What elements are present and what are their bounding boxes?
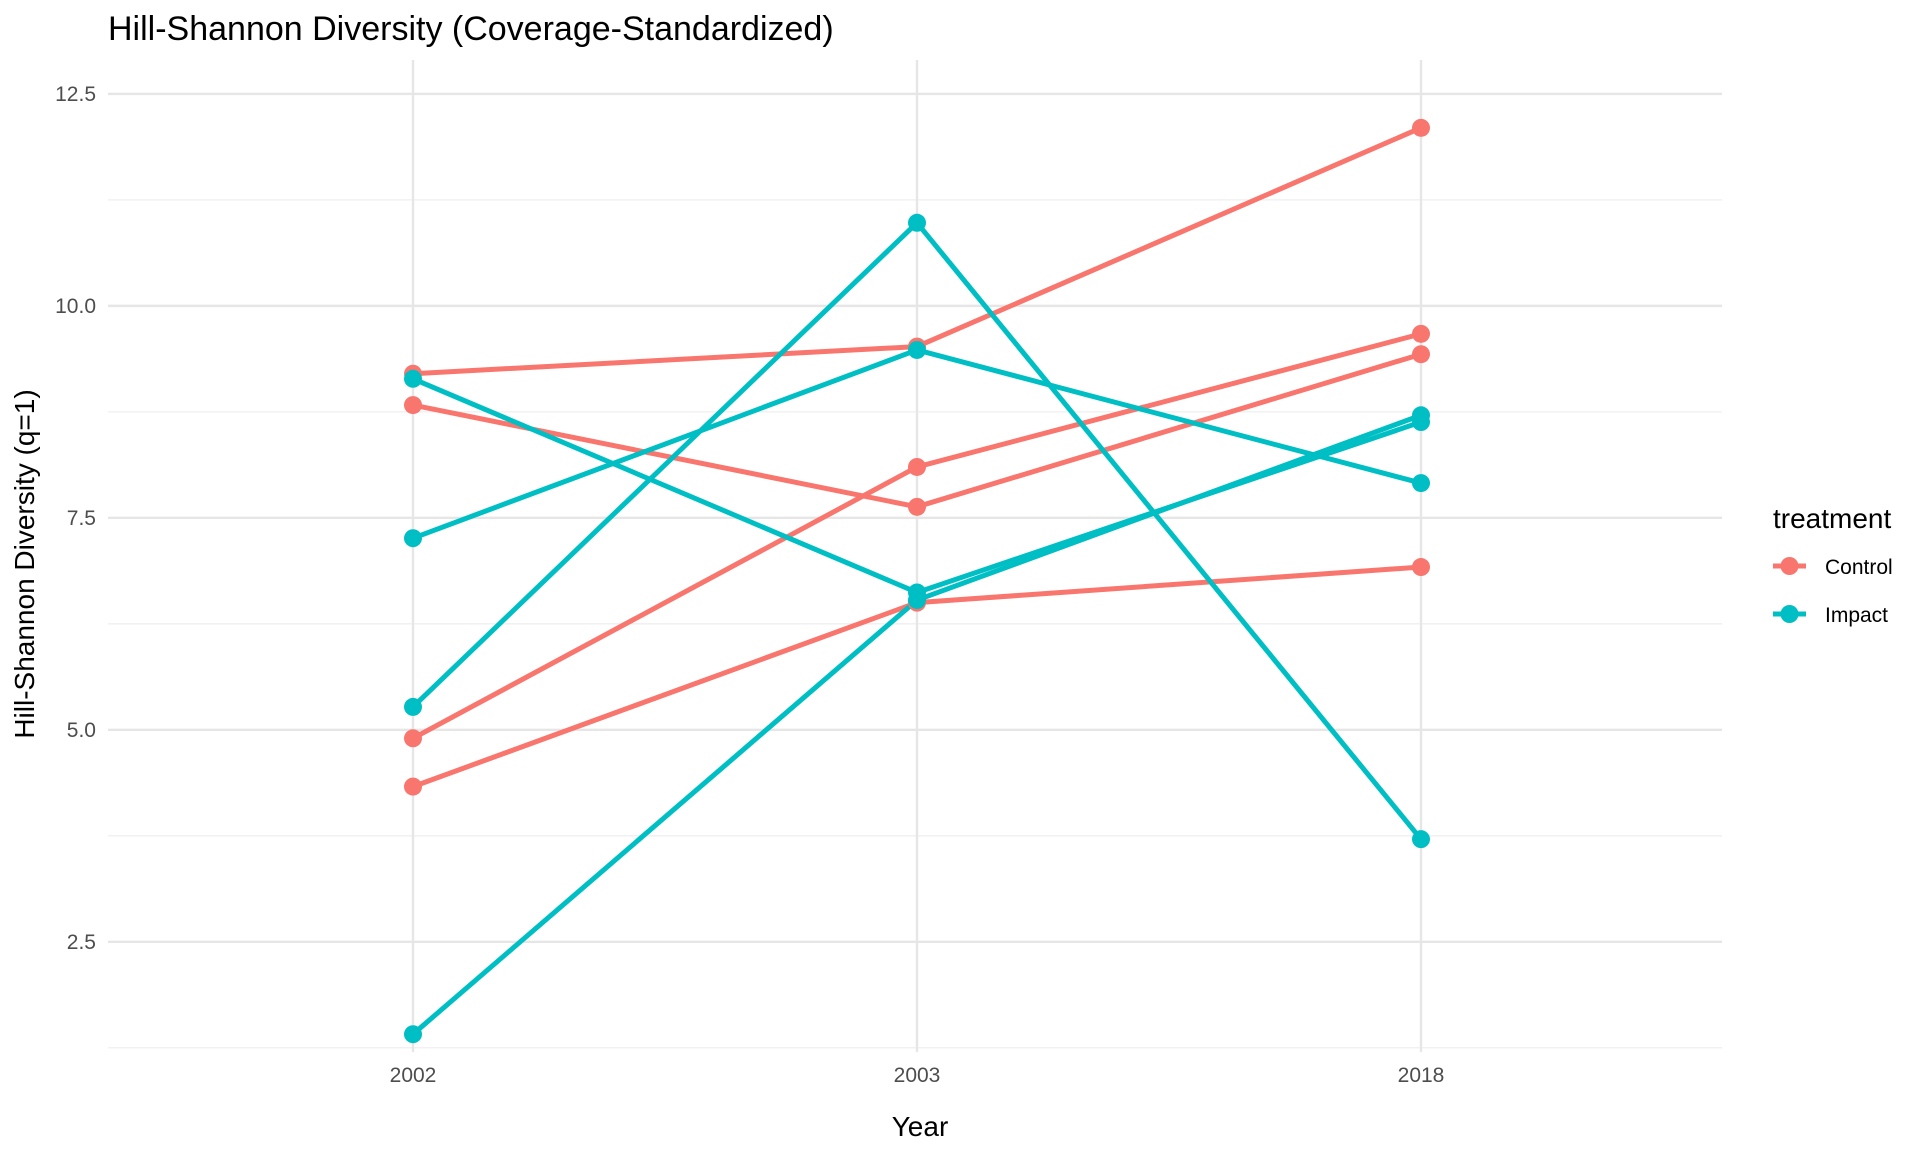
x-axis-ticks: 2002 2003 2018 [390, 1064, 1445, 1087]
y-tick-label: 10.0 [55, 295, 96, 318]
data-point-impact [404, 697, 422, 716]
x-tick-label: 2002 [390, 1064, 437, 1087]
data-point-impact [1412, 830, 1430, 849]
data-point-impact [908, 591, 926, 610]
legend-key-point [1780, 557, 1799, 575]
data-point-control [1412, 558, 1430, 577]
data-point-control [404, 777, 422, 796]
x-tick-label: 2018 [1398, 1064, 1445, 1087]
chart-title: Hill-Shannon Diversity (Coverage-Standar… [108, 10, 834, 48]
y-tick-label: 7.5 [67, 507, 96, 530]
legend-title: treatment [1773, 503, 1891, 534]
data-point-control [1412, 324, 1430, 343]
data-point-control [908, 497, 926, 516]
data-point-control [404, 396, 422, 415]
data-point-control [1412, 118, 1430, 137]
data-point-impact [404, 529, 422, 548]
data-point-impact [908, 213, 926, 232]
legend: treatment Control Impact [1773, 503, 1893, 627]
data-point-control [1412, 345, 1430, 364]
data-point-control [908, 457, 926, 476]
y-tick-label: 2.5 [67, 931, 96, 954]
y-tick-label: 5.0 [67, 719, 96, 742]
y-tick-label: 12.5 [55, 83, 96, 106]
data-point-impact [1412, 406, 1430, 425]
legend-key-point [1780, 605, 1799, 623]
data-point-impact [404, 369, 422, 388]
y-axis-title: Hill-Shannon Diversity (q=1) [9, 389, 40, 738]
x-axis-title: Year [892, 1111, 949, 1142]
data-point-impact [404, 1025, 422, 1044]
series-points [404, 118, 1430, 1044]
x-tick-label: 2003 [894, 1064, 941, 1087]
grid [108, 60, 1722, 1052]
data-point-impact [1412, 474, 1430, 493]
data-point-control [404, 729, 422, 748]
data-point-impact [908, 340, 926, 359]
legend-label: Control [1825, 556, 1893, 579]
legend-label: Impact [1825, 604, 1888, 627]
y-axis-ticks: 2.5 5.0 7.5 10.0 12.5 [55, 83, 96, 954]
